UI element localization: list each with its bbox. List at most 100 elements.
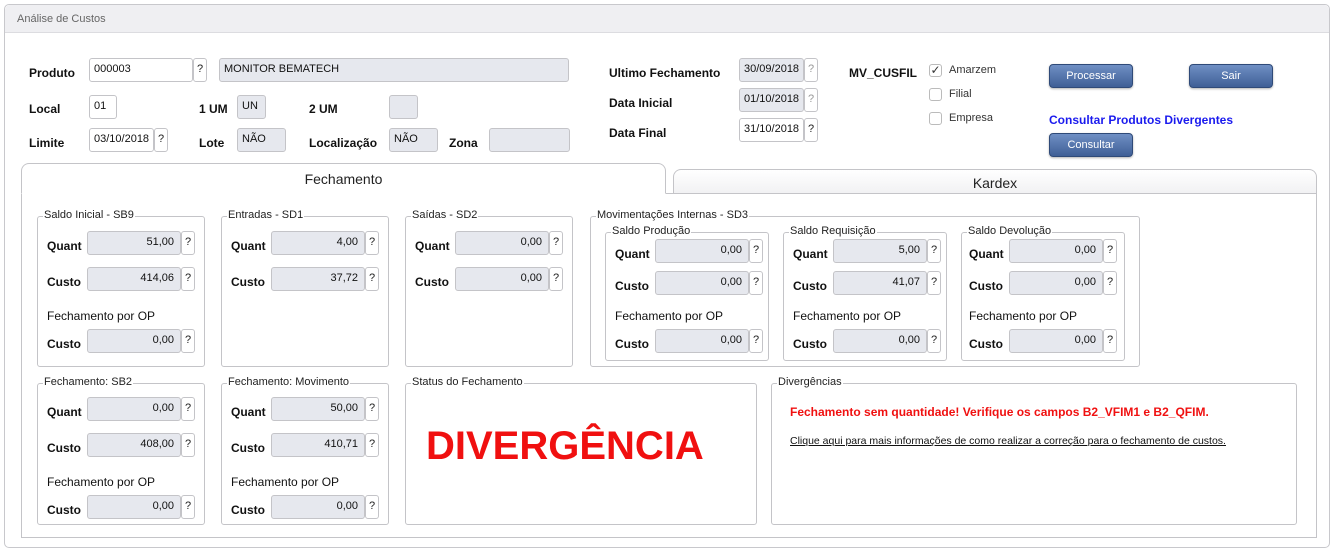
fechamento-sb2-custo-field: 408,00 <box>87 433 181 457</box>
consultar-button[interactable]: Consultar <box>1049 133 1133 157</box>
fechamento-sb2-custo-help-button[interactable]: ? <box>181 433 195 457</box>
saldo-devolucao-fechamento-op-label: Fechamento por OP <box>969 309 1078 323</box>
fechamento-movimento-custo-help-button[interactable]: ? <box>365 433 379 457</box>
divergencias-group-title: Divergências <box>777 376 843 388</box>
local-input[interactable]: 01 <box>89 95 117 119</box>
ultimo-fechamento-label: Ultimo Fechamento <box>609 66 721 80</box>
saidas-custo-help-button[interactable]: ? <box>549 267 563 291</box>
entradas-custo-field: 37,72 <box>271 267 365 291</box>
window-title: Análise de Custos <box>17 13 106 25</box>
fechamento-movimento-custo-field: 410,71 <box>271 433 365 457</box>
data-inicial-field: 01/10/2018 <box>739 88 804 112</box>
localizacao-label: Localização <box>309 136 378 150</box>
entradas-quant-help-button[interactable]: ? <box>365 231 379 255</box>
data-inicial-help-button[interactable]: ? <box>804 88 818 112</box>
saldo-devolucao-quant-label: Quant <box>969 247 1004 261</box>
saldo-requisicao-quant-label: Quant <box>793 247 828 261</box>
saldo-producao-custo-op-field: 0,00 <box>655 329 749 353</box>
fechamento-sb2-custo-label: Custo <box>47 441 81 455</box>
fechamento-sb2-quant-field: 0,00 <box>87 397 181 421</box>
saidas-custo-label: Custo <box>415 275 449 289</box>
tab-fechamento[interactable]: Fechamento <box>21 163 666 194</box>
fechamento-movimento-quant-label: Quant <box>231 405 266 419</box>
fechamento-movimento-custo-op-help-button[interactable]: ? <box>365 495 379 519</box>
processar-button[interactable]: Processar <box>1049 64 1133 88</box>
saldo-producao-quant-field: 0,00 <box>655 239 749 263</box>
fechamento-sb2-custo-op-help-button[interactable]: ? <box>181 495 195 519</box>
saldo-devolucao-custo-label: Custo <box>969 279 1003 293</box>
um1-label: 1 UM <box>199 102 228 116</box>
saidas-group-title: Saídas - SD2 <box>411 209 479 221</box>
data-final-help-button[interactable]: ? <box>804 118 818 142</box>
data-final-input[interactable]: 31/10/2018 <box>739 118 804 142</box>
um1-field: UN <box>237 95 266 119</box>
saldo-inicial-custo-field: 414,06 <box>87 267 181 291</box>
fechamento-movimento-custo-label: Custo <box>231 441 265 455</box>
saidas-quant-field: 0,00 <box>455 231 549 255</box>
entradas-group <box>221 216 389 367</box>
produto-description-field: MONITOR BEMATECH <box>219 58 569 82</box>
saldo-devolucao-quant-help-button[interactable]: ? <box>1103 239 1117 263</box>
saldo-producao-quant-label: Quant <box>615 247 650 261</box>
saldo-producao-group-title: Saldo Produção <box>611 225 692 237</box>
checkbox-amarzem-label: Amarzem <box>949 64 997 76</box>
saldo-inicial-custo-op-help-button[interactable]: ? <box>181 329 195 353</box>
fechamento-sb2-quant-help-button[interactable]: ? <box>181 397 195 421</box>
saldo-requisicao-custo-op-help-button[interactable]: ? <box>927 329 941 353</box>
saldo-requisicao-quant-help-button[interactable]: ? <box>927 239 941 263</box>
mv-cusfil-label: MV_CUSFIL <box>849 66 918 80</box>
saldo-requisicao-custo-help-button[interactable]: ? <box>927 271 941 295</box>
saldo-inicial-quant-help-button[interactable]: ? <box>181 231 195 255</box>
lote-label: Lote <box>199 136 225 150</box>
entradas-custo-help-button[interactable]: ? <box>365 267 379 291</box>
limite-input[interactable]: 03/10/2018 <box>89 128 154 152</box>
checkbox-amarzem-checked[interactable]: ✓ <box>929 63 942 77</box>
saldo-inicial-custo-op-field: 0,00 <box>87 329 181 353</box>
fechamento-movimento-custo-op-label: Custo <box>231 503 265 517</box>
saldo-producao-custo-op-label: Custo <box>615 337 649 351</box>
fechamento-movimento-quant-help-button[interactable]: ? <box>365 397 379 421</box>
correcao-help-link[interactable]: Clique aqui para mais informações de com… <box>790 435 1226 447</box>
status-fechamento-group-title: Status do Fechamento <box>411 376 524 388</box>
limite-help-button[interactable]: ? <box>154 128 168 152</box>
checkbox-empresa[interactable] <box>929 112 942 125</box>
saldo-devolucao-custo-op-field: 0,00 <box>1009 329 1103 353</box>
fechamento-sb2-fechamento-op-label: Fechamento por OP <box>47 475 156 489</box>
sair-button[interactable]: Sair <box>1189 64 1273 88</box>
status-divergencia-text: DIVERGÊNCIA <box>426 424 704 468</box>
ultimo-fechamento-help-button[interactable]: ? <box>804 58 818 82</box>
saldo-requisicao-custo-field: 41,07 <box>833 271 927 295</box>
zona-label: Zona <box>449 136 478 150</box>
localizacao-field: NÃO <box>389 128 438 152</box>
produto-help-button[interactable]: ? <box>193 58 207 82</box>
fechamento-sb2-custo-op-field: 0,00 <box>87 495 181 519</box>
saldo-inicial-custo-op-label: Custo <box>47 337 81 351</box>
saldo-requisicao-custo-op-label: Custo <box>793 337 827 351</box>
saldo-inicial-custo-help-button[interactable]: ? <box>181 267 195 291</box>
saidas-quant-label: Quant <box>415 239 450 253</box>
fechamento-sb2-quant-label: Quant <box>47 405 82 419</box>
fechamento-sb2-group-title: Fechamento: SB2 <box>43 376 134 388</box>
consultar-produtos-divergentes-link[interactable]: Consultar Produtos Divergentes <box>1049 113 1234 127</box>
saldo-devolucao-custo-help-button[interactable]: ? <box>1103 271 1117 295</box>
saldo-inicial-fechamento-op-label: Fechamento por OP <box>47 309 156 323</box>
saldo-devolucao-custo-op-help-button[interactable]: ? <box>1103 329 1117 353</box>
saldo-requisicao-custo-op-field: 0,00 <box>833 329 927 353</box>
movimentacoes-internas-group <box>590 216 1140 367</box>
local-label: Local <box>29 102 61 116</box>
checkbox-filial[interactable] <box>929 88 942 101</box>
fechamento-movimento-custo-op-field: 0,00 <box>271 495 365 519</box>
fechamento-movimento-quant-field: 50,00 <box>271 397 365 421</box>
divergencias-group <box>771 383 1297 525</box>
saldo-devolucao-group-title: Saldo Devolução <box>967 225 1053 237</box>
divergencia-message: Fechamento sem quantidade! Verifique os … <box>790 405 1209 419</box>
status-fechamento-group <box>405 383 757 525</box>
window-header <box>5 5 1329 33</box>
tab-panel-fechamento <box>21 193 1317 538</box>
tab-kardex[interactable]: Kardex <box>673 169 1317 194</box>
produto-input[interactable]: 000003 <box>89 58 193 82</box>
saldo-producao-custo-help-button[interactable]: ? <box>749 271 763 295</box>
saidas-quant-help-button[interactable]: ? <box>549 231 563 255</box>
saldo-producao-custo-op-help-button[interactable]: ? <box>749 329 763 353</box>
saldo-producao-quant-help-button[interactable]: ? <box>749 239 763 263</box>
